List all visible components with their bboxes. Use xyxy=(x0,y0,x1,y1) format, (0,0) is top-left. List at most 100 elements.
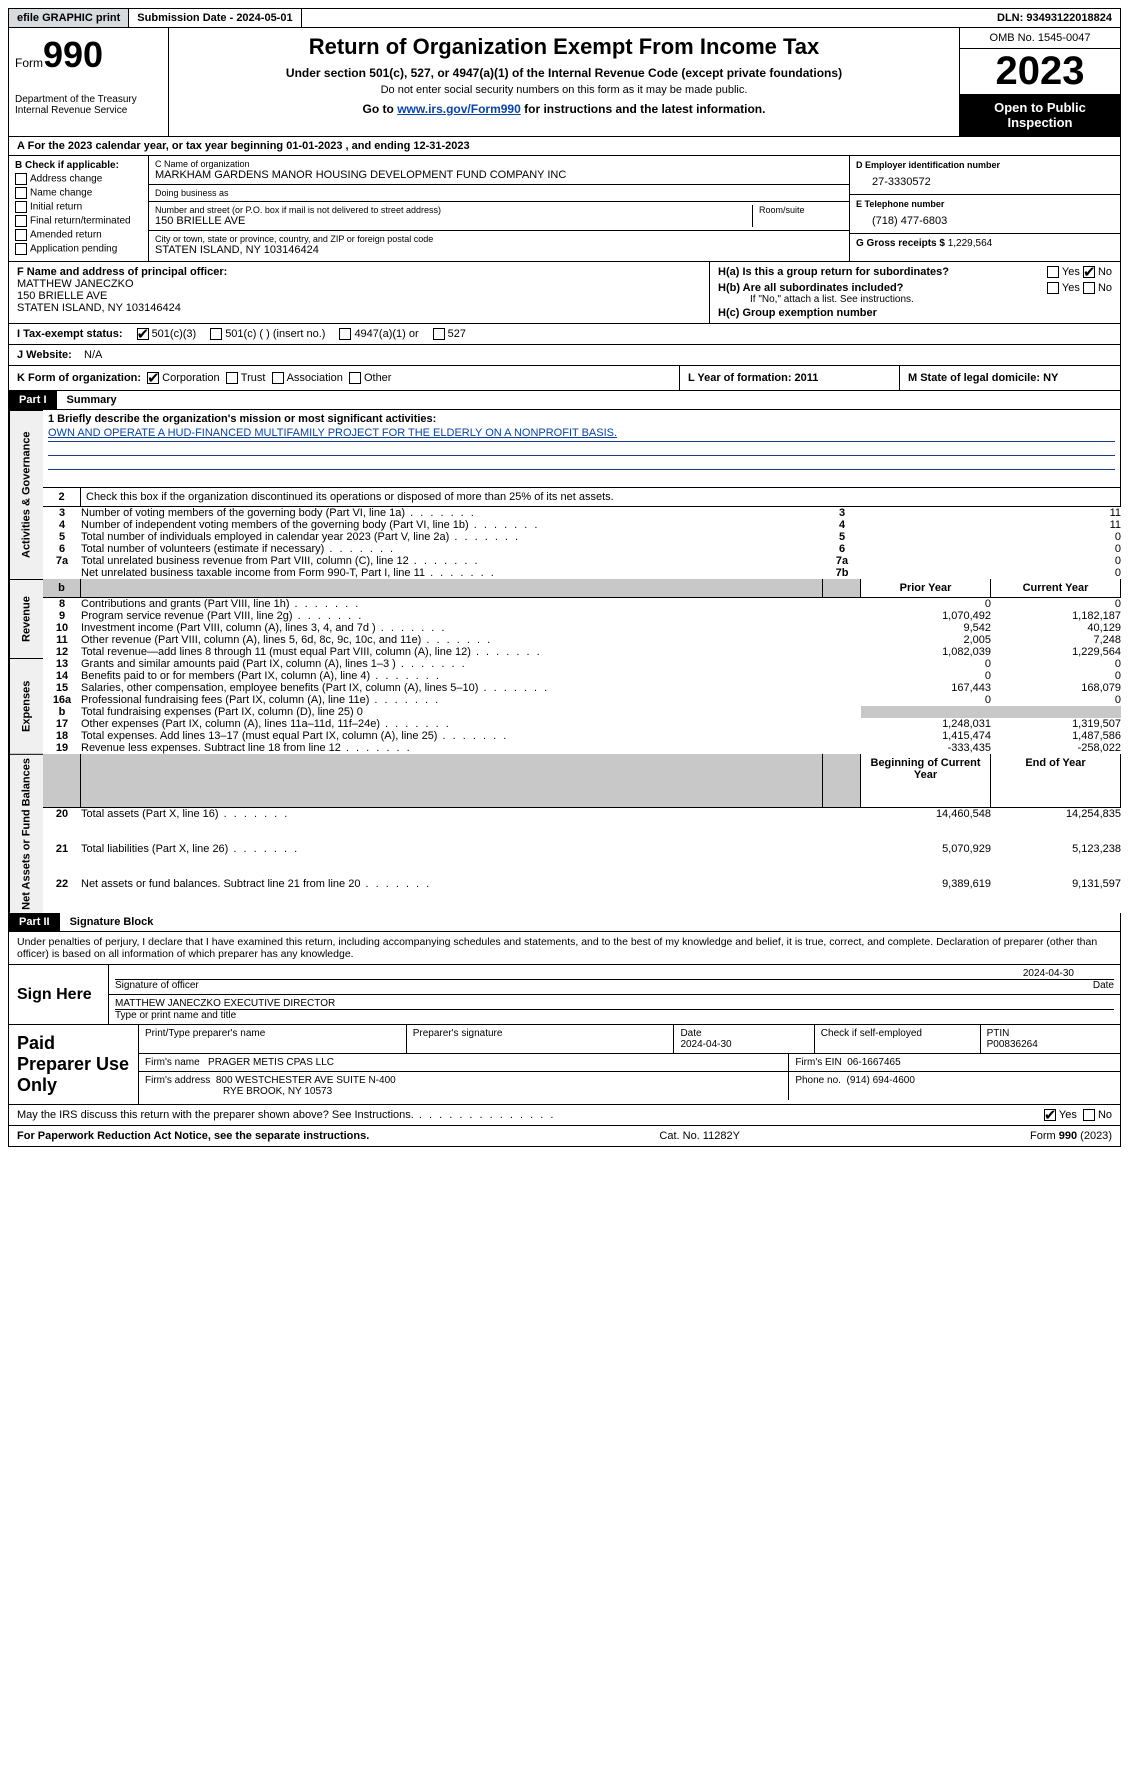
prior-value: 9,542 xyxy=(861,622,991,634)
line-value: 0 xyxy=(861,555,1121,567)
website-label: J Website: xyxy=(17,349,72,361)
tax-year: 2023 xyxy=(960,49,1120,94)
chk-corp[interactable] xyxy=(147,372,159,384)
current-value: 0 xyxy=(991,694,1121,706)
tax-status-label: I Tax-exempt status: xyxy=(17,328,123,340)
line-num: 10 xyxy=(43,622,81,634)
goto-line: Go to www.irs.gov/Form990 for instructio… xyxy=(175,102,953,116)
ha-no[interactable] xyxy=(1083,266,1095,278)
goto-suffix: for instructions and the latest informat… xyxy=(521,102,766,116)
prior-value xyxy=(861,706,991,718)
chk-501c3[interactable]: 501(c)(3) xyxy=(137,328,197,340)
line-text: Total number of individuals employed in … xyxy=(81,531,823,543)
sign-here-label: Sign Here xyxy=(9,965,109,1024)
part2-title: Signature Block xyxy=(60,913,164,931)
self-emp: Check if self-employed xyxy=(815,1025,981,1053)
irs-link[interactable]: www.irs.gov/Form990 xyxy=(397,102,521,116)
ein-label: D Employer identification number xyxy=(856,160,1114,170)
efile-label[interactable]: efile GRAPHIC print xyxy=(9,9,129,27)
line-key: 3 xyxy=(823,507,861,519)
chk-4947[interactable]: 4947(a)(1) or xyxy=(339,328,418,340)
officer-printed: MATTHEW JANECZKO EXECUTIVE DIRECTOR xyxy=(115,998,1114,1010)
prior-value: -333,435 xyxy=(861,742,991,754)
line-key: 5 xyxy=(823,531,861,543)
ha-yes[interactable] xyxy=(1047,266,1059,278)
part2-badge: Part II xyxy=(9,913,60,931)
goto-prefix: Go to xyxy=(363,102,398,116)
firm-name: PRAGER METIS CPAS LLC xyxy=(208,1057,334,1068)
omb-number: OMB No. 1545-0047 xyxy=(960,28,1120,49)
chk-final-return[interactable]: Final return/terminated xyxy=(15,215,142,227)
line-num: 21 xyxy=(43,843,81,878)
line-num: 19 xyxy=(43,742,81,754)
chk-527[interactable]: 527 xyxy=(433,328,466,340)
ein-value: 27-3330572 xyxy=(856,170,1114,190)
prior-value: 1,415,474 xyxy=(861,730,991,742)
line-num: 7a xyxy=(43,555,81,567)
line-num: 5 xyxy=(43,531,81,543)
mission-label: 1 Briefly describe the organization's mi… xyxy=(48,413,1115,425)
line-num: 12 xyxy=(43,646,81,658)
sign-here-grid: Sign Here 2024-04-30 Signature of office… xyxy=(9,964,1120,1024)
h-b: H(b) Are all subordinates included? Yes … xyxy=(718,282,1112,294)
discuss-text: May the IRS discuss this return with the… xyxy=(17,1109,555,1121)
chk-501c[interactable]: 501(c) ( ) (insert no.) xyxy=(210,328,325,340)
chk-name-change[interactable]: Name change xyxy=(15,187,142,199)
firm-addr-label: Firm's address xyxy=(145,1075,210,1086)
prior-value: 0 xyxy=(861,658,991,670)
end-value: 14,254,835 xyxy=(991,808,1121,843)
type-name-label: Type or print name and title xyxy=(115,1010,236,1021)
current-value: -258,022 xyxy=(991,742,1121,754)
box-k: K Form of organization: Corporation Trus… xyxy=(9,366,680,390)
part1-badge: Part I xyxy=(9,391,57,409)
chk-other[interactable] xyxy=(349,372,361,384)
chk-address-change[interactable]: Address change xyxy=(15,173,142,185)
line2: Check this box if the organization disco… xyxy=(81,488,1121,507)
sig-officer-label: Signature of officer xyxy=(115,980,199,991)
part1-header: Part I Summary xyxy=(8,391,1121,410)
chk-trust[interactable] xyxy=(226,372,238,384)
begin-value: 5,070,929 xyxy=(861,843,991,878)
ssn-note: Do not enter social security numbers on … xyxy=(175,84,953,96)
discuss-no[interactable] xyxy=(1083,1109,1095,1121)
chk-app-pending[interactable]: Application pending xyxy=(15,243,142,255)
line-text: Contributions and grants (Part VIII, lin… xyxy=(81,598,861,610)
current-value: 0 xyxy=(991,658,1121,670)
prior-value: 0 xyxy=(861,694,991,706)
current-value: 0 xyxy=(991,598,1121,610)
box-deg: D Employer identification number 27-3330… xyxy=(850,156,1120,261)
line-text: Number of independent voting members of … xyxy=(81,519,823,531)
officer-name: MATTHEW JANECZKO xyxy=(17,278,701,290)
firm-ein-label: Firm's EIN xyxy=(795,1057,841,1068)
line-text: Program service revenue (Part VIII, line… xyxy=(81,610,861,622)
prep-date: 2024-04-30 xyxy=(680,1039,731,1050)
line-value: 0 xyxy=(861,567,1121,579)
line-value: 0 xyxy=(861,531,1121,543)
mission-text: OWN AND OPERATE A HUD-FINANCED MULTIFAMI… xyxy=(48,427,617,439)
discuss-yes[interactable] xyxy=(1044,1109,1056,1121)
line-text: Total fundraising expenses (Part IX, col… xyxy=(81,706,861,718)
line-value: 11 xyxy=(861,519,1121,531)
firm-phone-label: Phone no. xyxy=(795,1075,841,1086)
line-value: 0 xyxy=(861,543,1121,555)
org-name: MARKHAM GARDENS MANOR HOUSING DEVELOPMEN… xyxy=(155,169,843,181)
prior-value: 0 xyxy=(861,598,991,610)
line-text: Investment income (Part VIII, column (A)… xyxy=(81,622,861,634)
chk-initial-return[interactable]: Initial return xyxy=(15,201,142,213)
hb-no[interactable] xyxy=(1083,282,1095,294)
form-number: Form990 xyxy=(15,34,162,76)
line-text: Total number of volunteers (estimate if … xyxy=(81,543,823,555)
firm-name-label: Firm's name xyxy=(145,1057,200,1068)
col-current: Current Year xyxy=(991,579,1121,598)
room-label: Room/suite xyxy=(759,205,843,215)
hb-yes[interactable] xyxy=(1047,282,1059,294)
current-value xyxy=(991,706,1121,718)
line-num: 20 xyxy=(43,808,81,843)
chk-amended[interactable]: Amended return xyxy=(15,229,142,241)
signature-block: Under penalties of perjury, I declare th… xyxy=(8,932,1121,1126)
chk-assoc[interactable] xyxy=(272,372,284,384)
form-title: Return of Organization Exempt From Incom… xyxy=(175,34,953,60)
form-subtitle: Under section 501(c), 527, or 4947(a)(1)… xyxy=(175,66,953,80)
line-text: Total assets (Part X, line 16) xyxy=(81,808,861,843)
begin-value: 9,389,619 xyxy=(861,878,991,913)
